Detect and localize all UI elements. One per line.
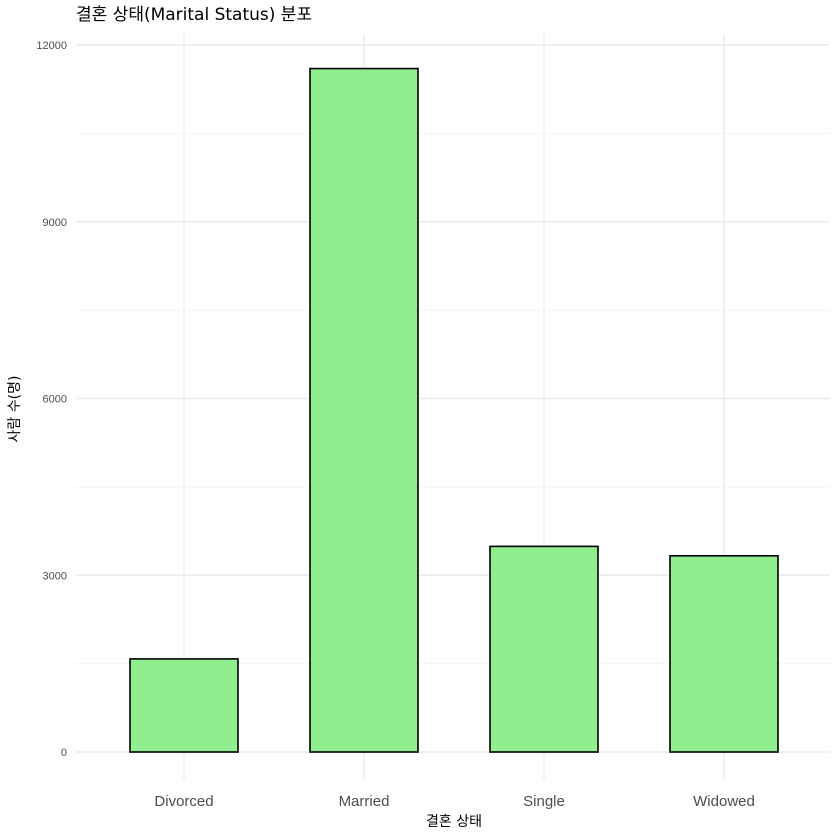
y-tick-label: 9000	[43, 217, 67, 229]
y-tick-label: 0	[61, 747, 67, 759]
x-tick-label: Married	[339, 793, 390, 810]
bar-layer	[129, 67, 779, 753]
bar-married	[309, 67, 419, 753]
y-tick-label: 12000	[36, 40, 67, 52]
x-tick-label: Single	[523, 793, 565, 810]
bar-widowed	[669, 555, 779, 753]
bar-single	[489, 545, 599, 753]
x-axis-ticks: Divorced Married Single Widowed	[154, 793, 754, 810]
y-axis-ticks: 0 3000 6000 9000 12000	[36, 40, 67, 759]
chart-title: 결혼 상태(Marital Status) 분포	[76, 5, 312, 25]
y-axis-title: 사람 수(명)	[7, 376, 23, 443]
y-tick-label: 3000	[43, 570, 67, 582]
bar-divorced	[129, 658, 239, 753]
y-tick-label: 6000	[43, 394, 67, 406]
x-axis-title: 결혼 상태	[426, 814, 482, 830]
x-tick-label: Divorced	[154, 793, 213, 810]
x-tick-label: Widowed	[693, 793, 755, 810]
